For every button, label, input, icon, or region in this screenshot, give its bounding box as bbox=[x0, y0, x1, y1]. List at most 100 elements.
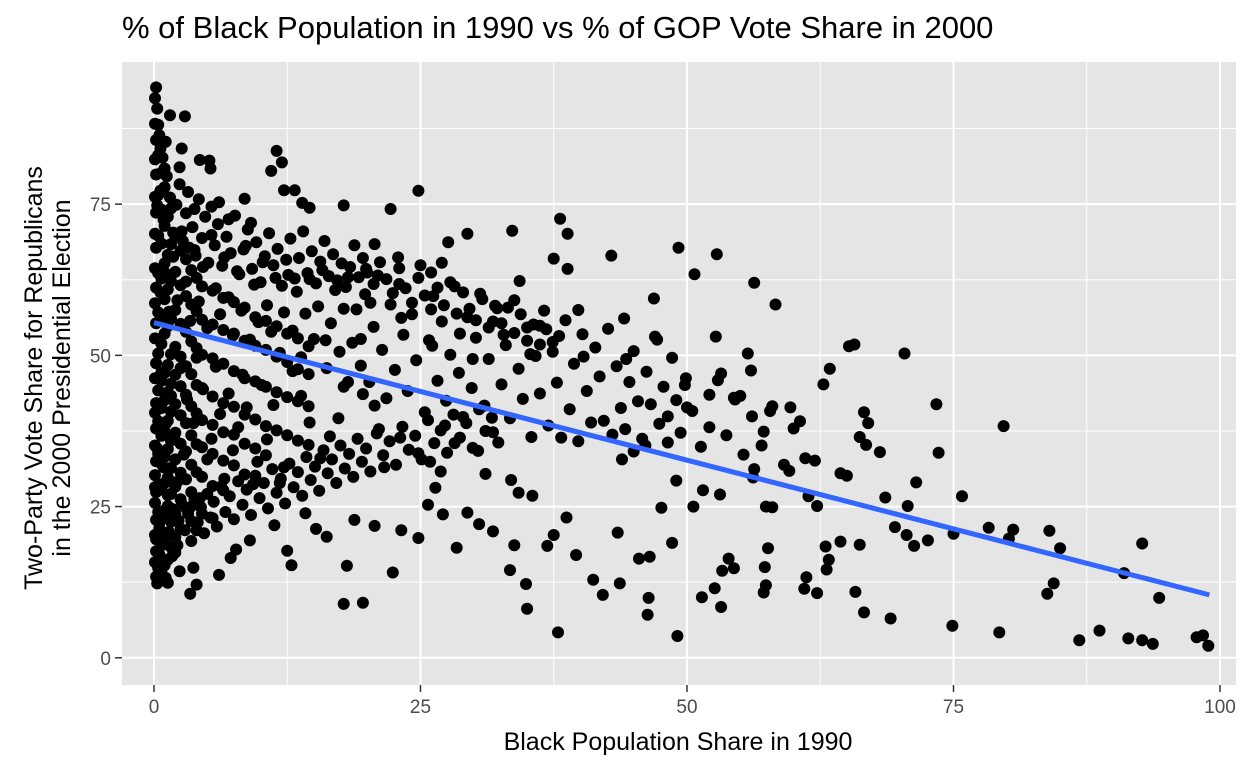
data-point bbox=[614, 402, 627, 414]
data-point bbox=[238, 408, 251, 421]
data-point bbox=[641, 608, 654, 621]
data-point bbox=[237, 243, 250, 256]
data-point bbox=[275, 279, 288, 292]
data-point bbox=[469, 314, 482, 327]
data-point bbox=[526, 489, 539, 502]
data-point bbox=[173, 178, 186, 191]
y-tick-label: 75 bbox=[90, 195, 111, 216]
data-point bbox=[755, 439, 768, 452]
data-point bbox=[169, 480, 182, 493]
data-point bbox=[390, 458, 402, 471]
data-point bbox=[347, 470, 360, 483]
data-point bbox=[505, 474, 518, 486]
data-point bbox=[238, 437, 251, 450]
data-point bbox=[392, 251, 405, 264]
data-point bbox=[158, 293, 171, 306]
data-point bbox=[670, 474, 683, 487]
data-point bbox=[169, 340, 182, 353]
data-point bbox=[482, 321, 495, 334]
data-point bbox=[293, 252, 305, 264]
data-point bbox=[666, 351, 679, 364]
data-point bbox=[217, 454, 230, 467]
data-point bbox=[327, 248, 340, 261]
data-point bbox=[568, 357, 580, 370]
data-point bbox=[643, 550, 656, 563]
data-point bbox=[593, 370, 606, 383]
data-point bbox=[211, 218, 224, 231]
data-point bbox=[620, 353, 633, 365]
x-tick-label: 50 bbox=[676, 697, 697, 718]
data-point bbox=[559, 314, 572, 327]
data-point bbox=[580, 385, 593, 397]
data-point bbox=[217, 324, 230, 336]
data-point bbox=[898, 347, 911, 360]
data-point bbox=[585, 416, 598, 429]
data-point bbox=[469, 331, 482, 344]
data-point bbox=[834, 535, 847, 548]
data-point bbox=[901, 500, 914, 512]
data-point bbox=[550, 376, 563, 389]
data-point bbox=[661, 410, 674, 423]
data-point bbox=[487, 525, 499, 538]
data-point bbox=[429, 481, 442, 494]
data-point bbox=[368, 238, 381, 251]
data-point bbox=[541, 539, 554, 552]
data-point bbox=[577, 350, 590, 363]
data-point bbox=[610, 360, 623, 373]
data-point bbox=[644, 398, 657, 411]
data-point bbox=[216, 259, 229, 272]
data-point bbox=[151, 102, 164, 115]
data-point bbox=[533, 387, 546, 400]
data-point bbox=[158, 425, 171, 438]
data-point bbox=[174, 279, 187, 292]
data-point bbox=[623, 376, 636, 388]
data-point bbox=[337, 302, 350, 315]
data-point bbox=[206, 318, 219, 331]
data-point bbox=[165, 275, 177, 287]
data-point bbox=[572, 435, 585, 448]
data-point bbox=[444, 276, 457, 289]
data-point bbox=[461, 227, 474, 240]
data-point bbox=[173, 565, 186, 578]
data-point bbox=[888, 521, 901, 534]
data-point bbox=[196, 470, 208, 483]
data-point bbox=[576, 328, 589, 341]
data-point bbox=[552, 626, 564, 639]
data-points bbox=[149, 81, 1215, 652]
data-point bbox=[727, 562, 740, 575]
data-point bbox=[227, 459, 240, 472]
data-point bbox=[563, 403, 576, 416]
data-point bbox=[291, 363, 304, 376]
data-point bbox=[185, 515, 198, 528]
data-point bbox=[343, 447, 356, 460]
data-point bbox=[196, 441, 208, 454]
data-point bbox=[287, 481, 300, 494]
data-point bbox=[230, 543, 243, 556]
data-point bbox=[350, 303, 363, 316]
data-point bbox=[309, 460, 321, 473]
data-point bbox=[356, 252, 369, 264]
data-point bbox=[152, 415, 165, 428]
data-point bbox=[180, 473, 192, 486]
data-point bbox=[800, 571, 813, 584]
data-point bbox=[514, 308, 527, 321]
data-point bbox=[206, 447, 219, 460]
data-point bbox=[240, 483, 253, 496]
data-point bbox=[302, 368, 315, 381]
data-point bbox=[572, 304, 585, 316]
data-point bbox=[288, 272, 301, 285]
data-point bbox=[184, 314, 197, 327]
data-point bbox=[243, 534, 256, 547]
y-axis-title-group: Two-Party Vote Share for Republicans in … bbox=[20, 166, 76, 590]
data-point bbox=[149, 92, 161, 105]
data-point bbox=[161, 527, 174, 540]
data-point bbox=[330, 477, 343, 489]
data-point bbox=[222, 387, 235, 400]
data-point bbox=[862, 417, 875, 430]
data-point bbox=[423, 334, 435, 347]
data-point bbox=[678, 379, 691, 391]
data-point bbox=[185, 368, 198, 381]
data-point bbox=[337, 199, 350, 212]
data-point bbox=[238, 468, 251, 481]
data-point bbox=[259, 449, 272, 462]
